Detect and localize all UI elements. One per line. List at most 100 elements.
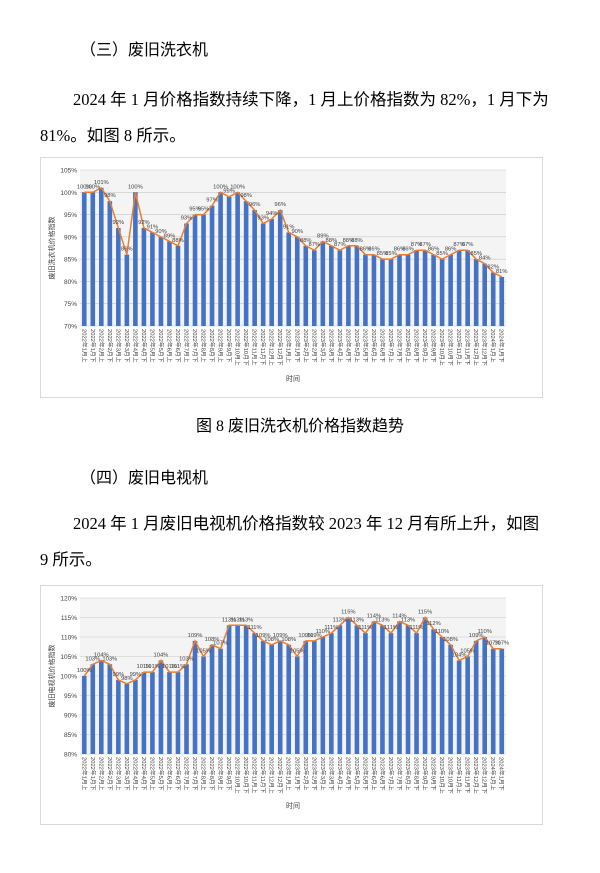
data-label: 88% xyxy=(351,238,363,244)
x-tick-label: 2022年1月上 xyxy=(80,757,88,791)
bar xyxy=(397,621,402,754)
data-label: 113% xyxy=(401,617,415,623)
y-tick-label: 110% xyxy=(61,635,77,642)
data-label: 98% xyxy=(104,193,116,199)
x-tick-label: 2022年9月下 xyxy=(225,329,233,363)
data-label: 92% xyxy=(138,220,150,226)
bar xyxy=(388,259,394,326)
bar xyxy=(422,617,428,754)
bar xyxy=(192,640,198,754)
data-label: 101% xyxy=(171,664,186,670)
bar xyxy=(388,633,394,754)
x-tick-label: 2022年11月上 xyxy=(251,329,259,366)
bar xyxy=(482,637,488,754)
bar xyxy=(311,640,317,754)
data-label: 108% xyxy=(281,637,296,643)
x-tick-label: 2023年3月上 xyxy=(319,329,327,363)
bar xyxy=(235,625,240,754)
x-tick-label: 2022年10月下 xyxy=(242,329,250,366)
x-tick-label: 2022年2月下 xyxy=(106,757,114,791)
x-tick-label: 2022年2月上 xyxy=(97,757,105,791)
y-axis-label: 废旧电视机价格指数 xyxy=(47,645,56,708)
data-label: 108% xyxy=(205,637,220,643)
x-tick-label: 2024年1月下 xyxy=(498,329,506,363)
x-tick-label: 2023年12月下 xyxy=(481,329,489,366)
bar xyxy=(294,656,300,754)
x-tick-label: 2022年6月上 xyxy=(165,329,173,363)
data-label: 105% xyxy=(290,649,305,655)
x-tick-label: 2023年8月上 xyxy=(404,757,412,791)
y-tick-label: 95% xyxy=(64,693,77,700)
x-tick-label: 2023年8月下 xyxy=(413,757,421,791)
bar xyxy=(124,254,130,326)
x-tick-label: 2022年2月上 xyxy=(97,329,105,363)
data-label: 91% xyxy=(147,224,159,230)
x-tick-label: 2022年4月上 xyxy=(131,329,139,363)
x-tick-label: 2022年1月下 xyxy=(89,329,97,363)
data-label: 88% xyxy=(343,238,355,244)
bar xyxy=(98,187,104,326)
line xyxy=(83,616,502,685)
data-label: 93% xyxy=(257,215,269,221)
x-tick-label: 2022年7月下 xyxy=(191,329,199,363)
bar xyxy=(81,676,87,754)
data-label: 109% xyxy=(307,633,322,639)
data-label: 104% xyxy=(154,652,169,658)
data-label: 81% xyxy=(496,269,508,275)
data-label: 90% xyxy=(155,229,167,235)
x-tick-label: 2022年3月下 xyxy=(123,329,131,363)
x-tick-label: 2023年9月上 xyxy=(421,757,429,791)
x-tick-label: 2023年6月下 xyxy=(378,329,386,363)
data-label: 94% xyxy=(266,211,278,217)
data-label: 111% xyxy=(248,625,262,631)
data-label: 115% xyxy=(418,610,432,616)
bar xyxy=(431,629,436,754)
bar xyxy=(133,679,138,754)
data-label: 108% xyxy=(264,637,279,643)
data-label: 110% xyxy=(477,629,491,635)
x-tick-label: 2022年8月下 xyxy=(208,757,216,791)
x-tick-label: 2022年12月上 xyxy=(268,329,276,366)
data-label: 103% xyxy=(102,656,117,662)
data-label: 93% xyxy=(181,215,193,221)
bar xyxy=(465,250,470,326)
x-tick-label: 2023年5月上 xyxy=(353,329,361,363)
data-label: 109% xyxy=(256,633,271,639)
x-tick-label: 2023年3月上 xyxy=(319,757,327,791)
bar xyxy=(456,250,462,326)
bar xyxy=(184,664,189,754)
data-label: 100% xyxy=(77,184,92,190)
x-axis-label: 时间 xyxy=(286,801,300,810)
x-tick-label: 2023年8月下 xyxy=(413,329,421,363)
bar xyxy=(346,617,351,754)
bar xyxy=(201,656,206,754)
bar xyxy=(158,236,164,326)
bar xyxy=(116,227,121,326)
bar xyxy=(294,236,300,326)
bar xyxy=(329,633,334,754)
y-tick-label: 95% xyxy=(64,212,77,219)
bar xyxy=(380,625,385,754)
data-label: 86% xyxy=(394,247,406,253)
y-tick-label: 105% xyxy=(60,654,77,661)
bar xyxy=(473,259,479,326)
y-axis-label: 废旧洗衣机价格指数 xyxy=(47,217,56,280)
x-tick-label: 2023年1月下 xyxy=(293,757,301,791)
paragraph: 2024 年 1 月废旧电视机价格指数较 2023 年 12 月有所上升，如图 … xyxy=(40,514,540,569)
x-tick-label: 2022年2月下 xyxy=(106,329,114,363)
data-label: 87% xyxy=(308,242,320,248)
x-tick-label: 2023年7月下 xyxy=(396,757,404,791)
bar xyxy=(192,214,198,326)
bar xyxy=(175,672,181,754)
x-tick-label: 2024年1月上 xyxy=(489,329,497,363)
bar xyxy=(277,210,283,326)
bar xyxy=(405,254,411,326)
data-label: 85% xyxy=(436,251,448,257)
x-tick-label: 2023年7月下 xyxy=(396,329,404,363)
data-label: 113% xyxy=(239,617,253,623)
data-label: 100% xyxy=(128,184,143,190)
data-label: 101% xyxy=(136,664,151,670)
x-tick-label: 2022年6月上 xyxy=(165,757,173,791)
bar xyxy=(243,625,249,754)
data-label: 82% xyxy=(487,265,499,271)
